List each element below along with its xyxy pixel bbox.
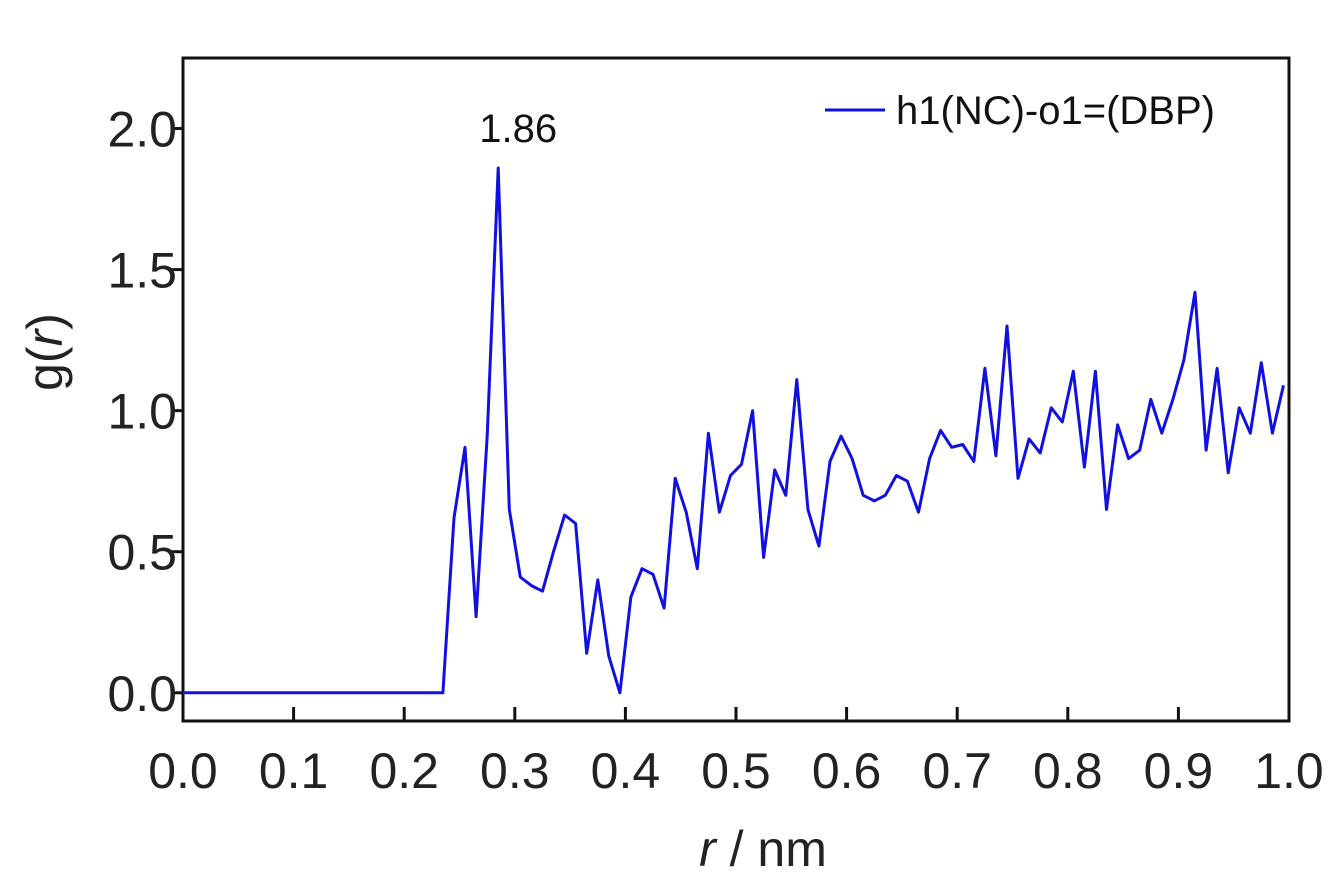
y-axis-title-close: ) [17,313,73,330]
y-axis-title-var: r [17,327,73,346]
x-axis-title-unit: / nm [716,821,827,877]
x-tick-label: 0.1 [259,743,329,799]
series-line [183,166,1285,695]
x-tick-label: 1.0 [1254,743,1324,799]
x-tick-label: 0.6 [812,743,882,799]
legend: h1(NC)-o1=(DBP) [825,89,1215,133]
x-axis-ticks: 0.0 0.1 0.2 0.3 0.4 0.5 0.6 0.7 0.8 0.9 1.0 [148,707,1324,799]
x-tick-label: 0.0 [148,743,218,799]
x-tick-label: 0.3 [480,743,550,799]
y-tick-label: 0.5 [107,525,177,581]
y-tick-label: 2.0 [107,102,177,158]
series-layer [183,166,1285,695]
x-axis-title: r / nm [699,821,827,877]
x-tick-label: 0.5 [701,743,771,799]
legend-label: h1(NC)-o1=(DBP) [896,89,1215,133]
y-axis-title-func: g( [17,346,73,391]
x-tick-label: 0.8 [1033,743,1103,799]
y-axis-ticks: 0.0 0.5 1.0 1.5 2.0 [107,102,183,722]
y-tick-label: 1.5 [107,243,177,299]
peak-annotation: 1.86 [479,107,557,151]
x-tick-label: 0.9 [1144,743,1214,799]
y-tick-label: 1.0 [107,384,177,440]
x-tick-label: 0.4 [591,743,661,799]
plot-frame [181,56,1291,723]
y-tick-label: 0.0 [107,666,177,722]
x-tick-label: 0.7 [922,743,992,799]
x-tick-label: 0.2 [369,743,439,799]
y-axis-title: g(r) [17,313,73,391]
x-axis-title-var: r [699,821,718,877]
